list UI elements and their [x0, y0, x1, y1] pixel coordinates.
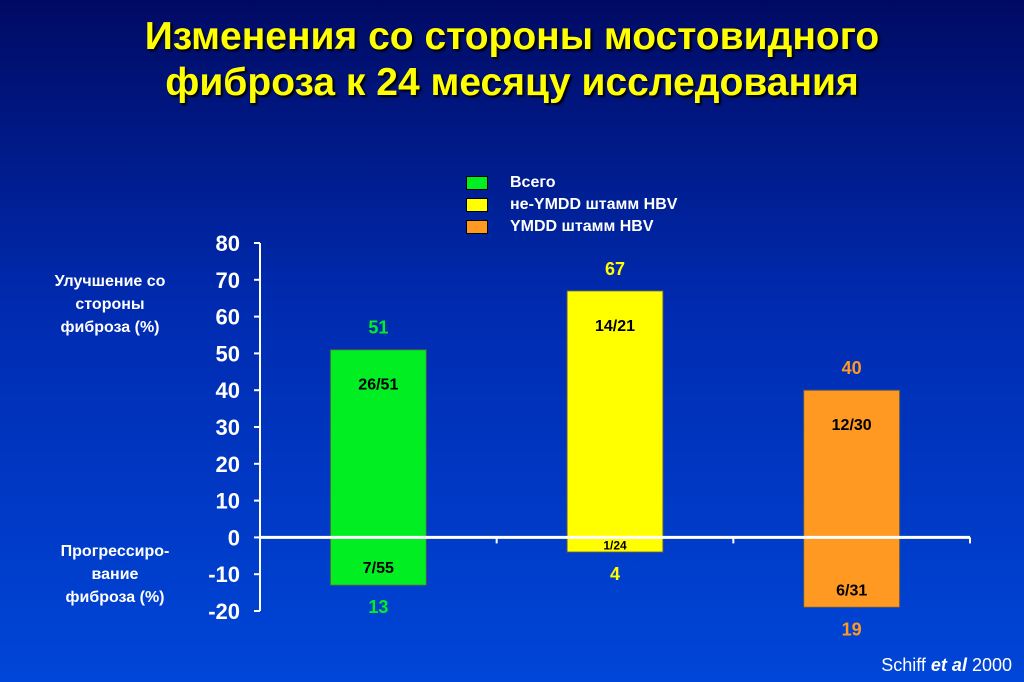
progression-label-line-2: вание — [91, 566, 139, 583]
progression-fraction-label: 7/55 — [363, 560, 394, 577]
improvement-label-line-2: стороны — [75, 296, 145, 313]
y-tick-label: 30 — [216, 415, 240, 440]
progression-fraction-label: 6/31 — [836, 582, 867, 599]
y-tick-label: 10 — [216, 489, 240, 514]
citation: Schiff et al 2000 — [881, 655, 1012, 676]
bar-non_ymdd — [566, 290, 664, 553]
progression-value-label: 19 — [842, 619, 862, 639]
chart-legend: Всего не-YMDD штамм HBV YMDD штамм HBV — [466, 172, 677, 238]
legend-item-ymdd: YMDD штамм HBV — [466, 216, 677, 238]
bar-total — [329, 349, 427, 586]
legend-label-ymdd: YMDD штамм HBV — [510, 218, 654, 235]
improvement-axis-label: Улучшение со стороны фиброза (%) — [30, 270, 190, 339]
citation-year: 2000 — [966, 655, 1012, 675]
improvement-value-label: 67 — [605, 259, 625, 279]
improvement-value-label: 40 — [842, 358, 862, 378]
slide-title: Изменения со стороны мостовидного фиброз… — [0, 14, 1024, 106]
progression-fraction-label: 1/24 — [603, 538, 627, 552]
y-tick-label: 20 — [216, 452, 240, 477]
y-tick-label: 80 — [216, 231, 240, 256]
improvement-label-line-3: фиброза (%) — [60, 319, 160, 336]
legend-swatch-total — [466, 176, 488, 190]
legend-item-non-ymdd: не-YMDD штамм HBV — [466, 194, 677, 216]
title-line-1: Изменения со стороны мостовидного — [144, 15, 880, 58]
legend-item-total: Всего — [466, 172, 677, 194]
improvement-label-line-1: Улучшение со — [54, 273, 166, 290]
citation-author: Schiff — [881, 655, 931, 675]
progression-value-label: 13 — [368, 597, 388, 617]
improvement-fraction-label: 14/21 — [595, 318, 635, 335]
title-line-2: фиброза к 24 месяцу исследования — [165, 61, 859, 104]
y-tick-label: -20 — [208, 599, 240, 624]
progression-value-label: 4 — [610, 564, 620, 584]
citation-etal: et al — [930, 655, 967, 675]
legend-swatch-ymdd — [466, 220, 488, 234]
y-tick-label: 40 — [216, 378, 240, 403]
improvement-fraction-label: 12/30 — [832, 417, 872, 434]
improvement-fraction-label: 26/51 — [358, 377, 398, 394]
y-tick-label: -10 — [208, 562, 240, 587]
legend-swatch-non-ymdd — [466, 198, 488, 212]
y-tick-label: 0 — [228, 525, 240, 550]
legend-label-total: Всего — [510, 174, 556, 191]
improvement-value-label: 51 — [368, 318, 388, 338]
y-tick-label: 50 — [216, 341, 240, 366]
progression-label-line-3: фиброза (%) — [65, 589, 165, 606]
progression-label-line-1: Прогрессиро- — [60, 543, 170, 560]
legend-label-non-ymdd: не-YMDD штамм HBV — [510, 196, 678, 213]
bar-ymdd — [803, 389, 901, 608]
progression-axis-label: Прогрессиро- вание фиброза (%) — [35, 540, 195, 609]
y-tick-label: 60 — [216, 305, 240, 330]
y-tick-label: 70 — [216, 268, 240, 293]
